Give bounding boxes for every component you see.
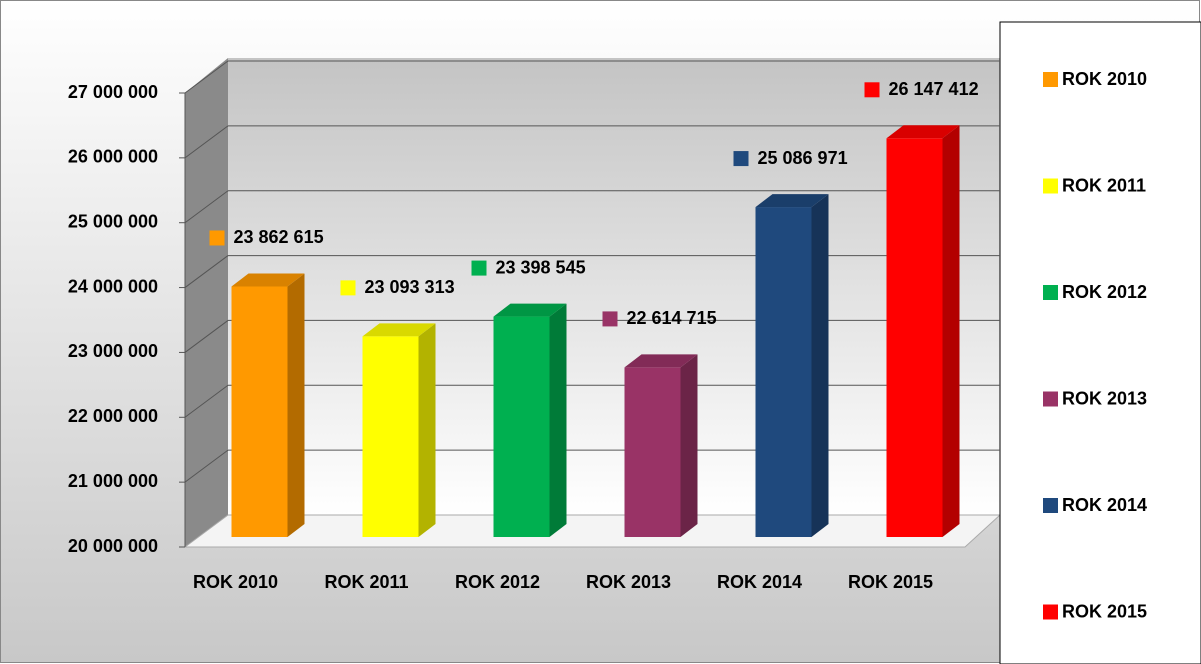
bar xyxy=(231,286,288,537)
bar-top xyxy=(493,303,567,317)
grid-line xyxy=(184,255,229,288)
grid-line xyxy=(184,320,229,353)
data-label: 23 862 615 xyxy=(234,227,324,247)
legend-swatch xyxy=(1043,604,1058,620)
bar-side xyxy=(418,323,436,537)
legend-label: ROK 2011 xyxy=(1062,175,1146,195)
data-label: 22 614 715 xyxy=(627,308,717,328)
bar-top xyxy=(886,125,960,139)
bar-side xyxy=(287,273,305,537)
legend-swatch xyxy=(1043,285,1058,300)
legend-label: ROK 2014 xyxy=(1062,495,1147,515)
legend-label: ROK 2012 xyxy=(1062,282,1147,302)
label-marker xyxy=(864,82,880,98)
y-tick-label: 27 000 000 xyxy=(68,82,158,102)
grid-line xyxy=(184,125,229,159)
bar-side xyxy=(680,354,698,537)
x-tick-label: ROK 2012 xyxy=(455,572,540,592)
x-tick-label: ROK 2013 xyxy=(586,572,671,592)
y-tick-label: 25 000 000 xyxy=(68,211,158,231)
label-marker xyxy=(733,151,749,167)
bar-top xyxy=(231,273,305,287)
side-wall xyxy=(185,58,228,547)
grid-line xyxy=(184,190,229,224)
legend-swatch xyxy=(1043,498,1058,513)
bar-side xyxy=(811,194,829,537)
legend-label: ROK 2010 xyxy=(1062,69,1147,89)
x-tick-label: ROK 2014 xyxy=(717,572,802,592)
bar xyxy=(493,316,550,537)
data-label: 23 093 313 xyxy=(365,277,455,297)
x-tick-label: ROK 2011 xyxy=(324,572,408,592)
label-marker xyxy=(471,260,487,276)
grid-line xyxy=(184,60,229,94)
data-label: 26 147 412 xyxy=(889,79,979,99)
bar-side xyxy=(549,303,567,537)
bar-top xyxy=(362,323,436,337)
data-label: 23 398 545 xyxy=(496,257,586,277)
bar-side xyxy=(942,125,960,538)
y-tick-label: 23 000 000 xyxy=(68,341,158,361)
label-marker xyxy=(209,230,225,246)
grid-line xyxy=(184,384,229,418)
legend-box xyxy=(999,21,1201,664)
y-tick-label: 26 000 000 xyxy=(68,147,158,167)
y-tick-label: 21 000 000 xyxy=(68,471,158,491)
label-marker xyxy=(340,280,356,296)
legend-label: ROK 2013 xyxy=(1062,388,1147,408)
data-label: 25 086 971 xyxy=(758,148,848,168)
x-tick-label: ROK 2015 xyxy=(848,572,933,592)
floor xyxy=(183,514,1002,548)
bar-top xyxy=(755,194,829,208)
x-tick-label: ROK 2010 xyxy=(193,572,278,592)
bar xyxy=(362,336,419,537)
bar-top xyxy=(624,354,698,368)
y-tick-label: 24 000 000 xyxy=(68,276,158,296)
label-marker xyxy=(602,311,618,327)
legend-swatch xyxy=(1043,178,1058,194)
y-tick-label: 20 000 000 xyxy=(68,536,158,556)
grid-line xyxy=(184,449,229,483)
y-tick-label: 22 000 000 xyxy=(68,406,158,426)
legend-swatch xyxy=(1043,72,1058,87)
bar xyxy=(624,367,681,537)
legend-label: ROK 2015 xyxy=(1062,601,1147,621)
bar xyxy=(755,207,812,537)
bar xyxy=(886,138,943,537)
legend-swatch xyxy=(1043,391,1058,407)
